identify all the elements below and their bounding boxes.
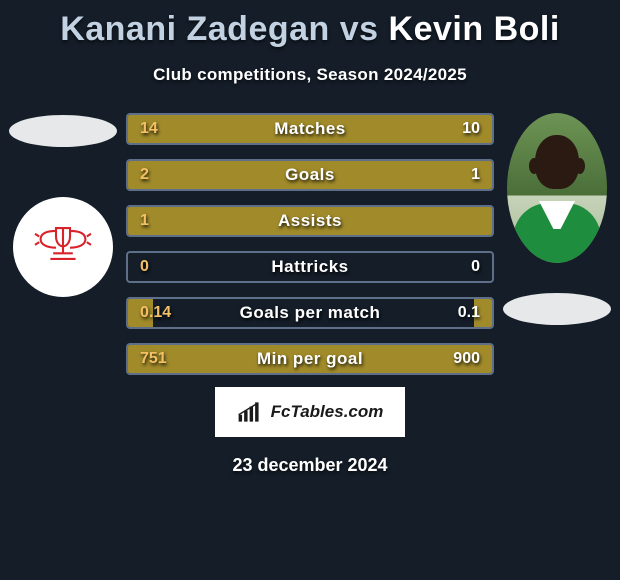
brand-logo: FcTables.com — [215, 387, 405, 437]
stat-value-left: 14 — [140, 115, 158, 143]
stat-row: Hattricks0 0 — [126, 251, 494, 283]
stat-label: Hattricks — [128, 253, 492, 281]
left-team-badge — [13, 197, 113, 297]
right-player-avatar — [507, 113, 607, 263]
stat-value-left: 2 — [140, 161, 149, 189]
date-text: 23 december 2024 — [0, 455, 620, 476]
stat-label: Goals — [128, 161, 492, 189]
trophy-icon — [28, 222, 98, 272]
stat-label: Matches — [128, 115, 492, 143]
right-placeholder-ellipse — [503, 293, 611, 325]
stat-value-left: 0 — [140, 253, 149, 281]
stat-value-right: 0 — [471, 253, 480, 281]
right-column — [502, 113, 612, 325]
stats-container: Matches1410Goals21Assists1Hattricks00Goa… — [126, 113, 494, 375]
stat-value-left: 0.14 — [140, 299, 171, 327]
stat-label: Goals per match — [128, 299, 492, 327]
subtitle: Club competitions, Season 2024/2025 — [0, 65, 620, 85]
left-column — [8, 113, 118, 297]
stat-row: Goals2 1 — [126, 159, 494, 191]
stat-row: Assists1 — [126, 205, 494, 237]
stat-row: Matches14 10 — [126, 113, 494, 145]
comparison-area: Matches1410Goals21Assists1Hattricks00Goa… — [0, 113, 620, 375]
title-vs: vs — [340, 10, 379, 48]
stat-row: Goals per match0.14 0.1 — [126, 297, 494, 329]
title-player2: Kevin Boli — [389, 10, 560, 48]
stat-value-right: 10 — [462, 115, 480, 143]
page-title: Kanani Zadegan vs Kevin Boli — [0, 0, 620, 49]
stat-value-left: 751 — [140, 345, 167, 373]
stat-label: Min per goal — [128, 345, 492, 373]
bar-chart-icon — [237, 401, 265, 423]
brand-text: FcTables.com — [271, 402, 384, 422]
left-placeholder-ellipse — [9, 115, 117, 147]
stat-value-right: 900 — [453, 345, 480, 373]
stat-value-right: 0.1 — [458, 299, 480, 327]
stat-value-left: 1 — [140, 207, 149, 235]
title-player1: Kanani Zadegan — [60, 10, 330, 48]
stat-label: Assists — [128, 207, 492, 235]
stat-value-right: 1 — [471, 161, 480, 189]
stat-row: Min per goal751 900 — [126, 343, 494, 375]
